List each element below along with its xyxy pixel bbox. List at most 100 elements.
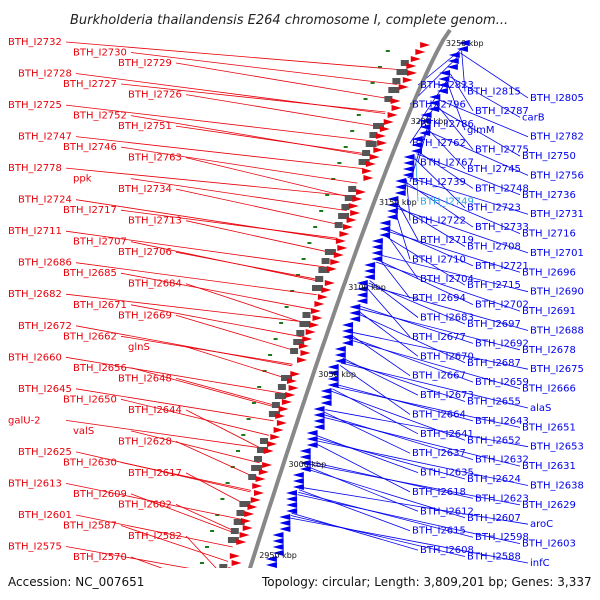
reverse-leader-line — [376, 259, 474, 305]
reverse-leader-line — [323, 414, 474, 460]
forward-gene-label: BTH_I2729 — [118, 58, 172, 69]
forward-gene-label: BTH_I2648 — [118, 373, 172, 384]
reverse-gene-label: BTH_I2624 — [467, 474, 521, 485]
feature-block — [321, 258, 330, 264]
reverse-gene-mark — [341, 334, 353, 340]
tick-mark — [325, 194, 330, 196]
reverse-gene-mark — [420, 118, 432, 124]
tick-mark — [236, 450, 240, 452]
reverse-leader-line — [438, 99, 529, 138]
reverse-gene-label: BTH_I2749 — [420, 196, 474, 207]
forward-gene-mark — [373, 147, 384, 153]
reverse-gene-label: BTH_I2673 — [420, 390, 474, 401]
feature-block — [236, 510, 245, 516]
forward-gene-label: BTH_I2650 — [63, 394, 117, 405]
reverse-gene-label: BTH_I2694 — [412, 293, 466, 304]
reverse-gene-label: BTH_I2678 — [522, 345, 576, 356]
reverse-gene-label: BTH_I2704 — [420, 274, 474, 285]
forward-gene-mark — [406, 63, 417, 69]
reverse-leader-line — [404, 184, 521, 234]
reverse-leader-line — [387, 230, 521, 273]
ruler-label: 2950 kbp — [259, 551, 297, 560]
reverse-gene-mark — [356, 286, 368, 292]
forward-gene-mark — [278, 406, 289, 412]
reverse-gene-label: BTH_I2631 — [522, 461, 576, 472]
reverse-leader-line — [461, 50, 466, 92]
ruler-label: 3000 kbp — [289, 460, 327, 469]
ruler-label: 3100 kbp — [348, 283, 386, 292]
forward-leader-line — [75, 325, 293, 367]
feature-block — [396, 69, 408, 75]
reverse-leader-line — [298, 489, 411, 532]
feature-block — [369, 132, 378, 138]
forward-gene-mark — [342, 224, 353, 230]
forward-gene-mark — [297, 357, 308, 363]
forward-gene-mark — [285, 392, 296, 398]
reverse-leader-line — [357, 313, 466, 364]
reverse-gene-mark — [334, 352, 346, 358]
forward-gene-mark — [310, 308, 321, 314]
forward-gene-mark — [231, 560, 242, 566]
reverse-leader-line — [397, 202, 419, 241]
forward-gene-mark — [270, 434, 281, 440]
reverse-gene-label: BTH_I2618 — [412, 487, 466, 498]
reverse-gene-label: BTH_I2692 — [475, 338, 529, 349]
reverse-gene-mark — [286, 496, 298, 502]
reverse-gene-mark — [272, 538, 284, 544]
forward-gene-mark — [252, 483, 263, 489]
reverse-gene-mark — [363, 274, 375, 280]
tick-mark — [215, 514, 220, 516]
forward-gene-label: BTH_I2602 — [118, 499, 172, 510]
forward-leader-line — [175, 377, 279, 407]
feature-block — [388, 87, 400, 93]
inner-feature-track — [210, 60, 409, 597]
forward-gene-label: BTH_I2746 — [63, 142, 117, 153]
reverse-leader-line — [322, 416, 521, 467]
reverse-leader-line — [460, 52, 529, 99]
reverse-gene-mark — [364, 268, 376, 274]
reverse-leader-line — [406, 179, 411, 221]
reverse-gene-mark — [334, 346, 346, 352]
forward-leader-line — [175, 251, 322, 281]
forward-leader-line — [120, 146, 358, 184]
forward-leader-line — [65, 420, 265, 449]
feature-block — [274, 393, 286, 399]
tick-mark — [205, 546, 209, 548]
forward-gene-mark — [339, 231, 350, 237]
forward-gene-mark — [387, 112, 398, 118]
forward-gene-mark — [337, 245, 348, 251]
forward-gene-mark — [369, 154, 380, 160]
forward-gene-mark — [302, 336, 313, 342]
forward-gene-mark — [309, 322, 320, 328]
tick-mark — [210, 530, 215, 532]
forward-gene-mark — [275, 413, 286, 419]
forward-gene-label: BTH_I2730 — [73, 48, 127, 59]
reverse-gene-label: BTH_I2659 — [475, 377, 529, 388]
forward-leader-line — [175, 125, 369, 155]
position-ruler: 3250 kbp 3200 kbp 3150 kbp 3100 kbp 3050 kbp… — [259, 39, 483, 560]
feature-block — [299, 321, 311, 327]
reverse-gene-mark — [395, 178, 407, 184]
reverse-gene-mark — [456, 46, 468, 52]
reverse-gene-mark — [299, 454, 311, 460]
forward-gene-mark — [290, 371, 301, 377]
reverse-gene-label: aroC — [530, 519, 553, 530]
tick-mark — [337, 162, 342, 164]
reverse-gene-label: BTH_I2632 — [475, 455, 529, 466]
forward-leader-line — [175, 314, 298, 352]
reverse-gene-mark — [371, 244, 383, 250]
reverse-leader-line — [378, 254, 529, 293]
forward-leader-line — [130, 52, 398, 85]
reverse-gene-label: BTH_I2723 — [467, 203, 521, 214]
forward-gene-label: BTH_I2707 — [73, 237, 127, 248]
forward-gene-label: BTH_I2747 — [18, 132, 72, 143]
forward-leader-line — [65, 483, 242, 520]
reverse-leader-line — [449, 73, 474, 112]
reverse-leader-line — [349, 336, 474, 383]
feature-block — [251, 465, 263, 471]
forward-gene-label: galU-2 — [8, 415, 41, 426]
reverse-gene-label: BTH_I2722 — [412, 216, 466, 227]
ruler-label: 3200 kbp — [411, 117, 449, 126]
reverse-gene-mark — [411, 142, 423, 148]
